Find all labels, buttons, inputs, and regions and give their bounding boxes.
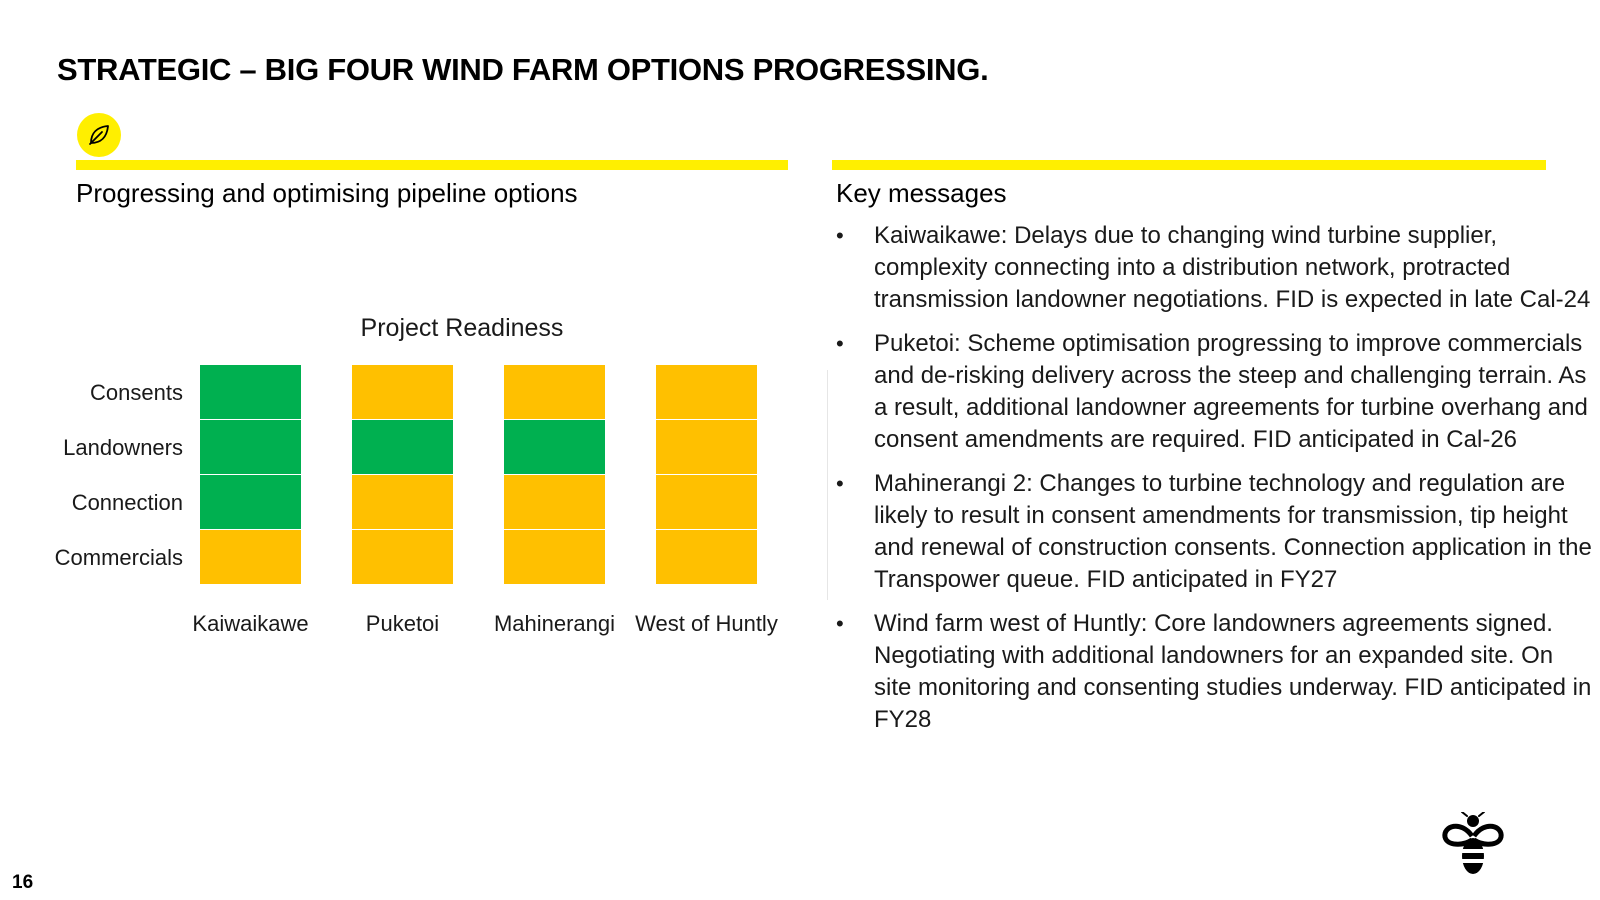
readiness-cell-amber <box>504 475 605 529</box>
column-label: Kaiwaikawe <box>192 611 308 636</box>
row-label: Consents <box>90 380 183 405</box>
project-readiness-chart: Project Readiness Consents Landowners Conne… <box>55 314 778 636</box>
page-number: 16 <box>12 872 34 893</box>
message-puketoi: • Puketoi: Scheme optimisation progressi… <box>836 328 1596 456</box>
message-text: Wind farm west of Huntly: Core landowner… <box>874 610 1592 733</box>
right-panel-heading: Key messages <box>836 178 1007 208</box>
row-label: Connection <box>72 490 183 515</box>
readiness-cell-amber <box>504 365 605 419</box>
row-label: Commercials <box>55 545 183 570</box>
left-accent-rule <box>76 160 788 170</box>
message-west-of-huntly: • Wind farm west of Huntly: Core landown… <box>836 608 1596 736</box>
message-mahinerangi: • Mahinerangi 2: Changes to turbine tech… <box>836 468 1596 596</box>
readiness-cell-amber <box>352 530 453 584</box>
readiness-cell-amber <box>200 530 301 584</box>
readiness-cell-green <box>352 420 453 474</box>
message-text: Puketoi: Scheme optimisation progressing… <box>874 330 1588 453</box>
readiness-cell-amber <box>352 365 453 419</box>
column-label: West of Huntly <box>635 611 778 636</box>
bullet-marker: • <box>836 471 844 496</box>
chart-title: Project Readiness <box>361 314 564 342</box>
readiness-cell-green <box>200 420 301 474</box>
left-panel-heading: Progressing and optimising pipeline opti… <box>76 178 578 208</box>
readiness-cell-green <box>200 475 301 529</box>
column-label: Puketoi <box>366 611 439 636</box>
message-kaiwaikawe: • Kaiwaikawe: Delays due to changing win… <box>836 220 1596 316</box>
readiness-cell-amber <box>656 475 757 529</box>
right-accent-rule <box>832 160 1546 170</box>
readiness-cell-amber <box>656 365 757 419</box>
bullet-marker: • <box>836 611 844 636</box>
readiness-cell-amber <box>656 420 757 474</box>
bullet-marker: • <box>836 223 844 248</box>
slide-title: STRATEGIC – BIG FOUR WIND FARM OPTIONS P… <box>57 52 989 87</box>
bullet-marker: • <box>836 331 844 356</box>
bee-logo-icon <box>1442 812 1504 874</box>
readiness-cell-amber <box>504 530 605 584</box>
message-text: Mahinerangi 2: Changes to turbine techno… <box>874 470 1592 593</box>
key-messages-list: • Kaiwaikawe: Delays due to changing win… <box>836 220 1596 748</box>
row-label: Landowners <box>63 435 183 460</box>
readiness-cell-green <box>200 365 301 419</box>
readiness-cell-green <box>504 420 605 474</box>
readiness-cell-amber <box>656 530 757 584</box>
column-label: Mahinerangi <box>494 611 615 636</box>
leaf-icon <box>89 125 109 145</box>
panel-divider <box>827 370 828 600</box>
message-text: Kaiwaikawe: Delays due to changing wind … <box>874 222 1591 313</box>
readiness-cell-amber <box>352 475 453 529</box>
leaf-badge <box>77 113 121 157</box>
